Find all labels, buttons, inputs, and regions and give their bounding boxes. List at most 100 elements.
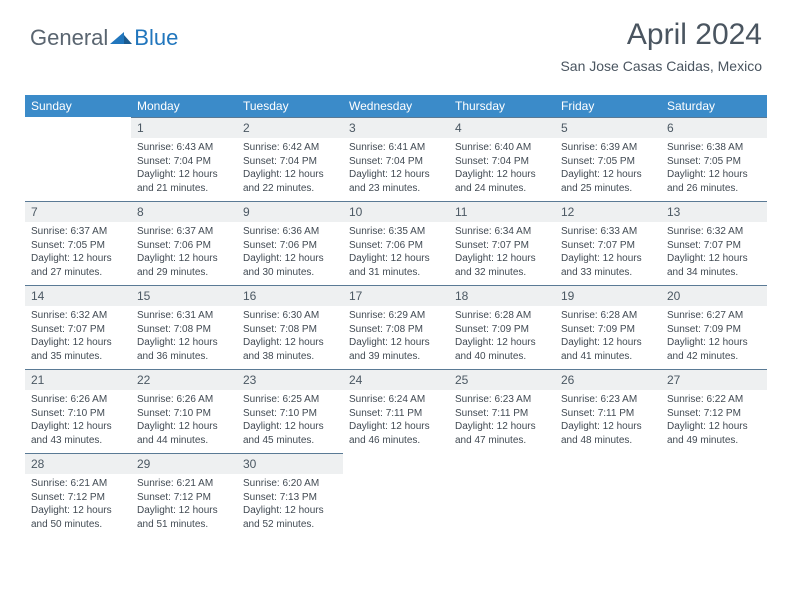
day-number: 5 bbox=[555, 117, 661, 138]
day-details: Sunrise: 6:25 AMSunset: 7:10 PMDaylight:… bbox=[237, 390, 343, 453]
dow-header: Sunday bbox=[25, 95, 131, 117]
day-cell: 17Sunrise: 6:29 AMSunset: 7:08 PMDayligh… bbox=[343, 285, 449, 369]
day-details: Sunrise: 6:21 AMSunset: 7:12 PMDaylight:… bbox=[25, 474, 131, 537]
day-cell: 24Sunrise: 6:24 AMSunset: 7:11 PMDayligh… bbox=[343, 369, 449, 453]
day-details: Sunrise: 6:28 AMSunset: 7:09 PMDaylight:… bbox=[449, 306, 555, 369]
day-details: Sunrise: 6:23 AMSunset: 7:11 PMDaylight:… bbox=[555, 390, 661, 453]
day-cell: 21Sunrise: 6:26 AMSunset: 7:10 PMDayligh… bbox=[25, 369, 131, 453]
day-details: Sunrise: 6:21 AMSunset: 7:12 PMDaylight:… bbox=[131, 474, 237, 537]
day-number: 4 bbox=[449, 117, 555, 138]
day-cell: 18Sunrise: 6:28 AMSunset: 7:09 PMDayligh… bbox=[449, 285, 555, 369]
day-number: 24 bbox=[343, 369, 449, 390]
calendar-body: 1Sunrise: 6:43 AMSunset: 7:04 PMDaylight… bbox=[25, 117, 767, 537]
day-number: 11 bbox=[449, 201, 555, 222]
day-details: Sunrise: 6:32 AMSunset: 7:07 PMDaylight:… bbox=[25, 306, 131, 369]
empty-cell bbox=[25, 117, 131, 201]
day-number: 28 bbox=[25, 453, 131, 474]
day-number: 9 bbox=[237, 201, 343, 222]
day-number: 14 bbox=[25, 285, 131, 306]
day-number: 1 bbox=[131, 117, 237, 138]
day-number: 20 bbox=[661, 285, 767, 306]
dow-header: Tuesday bbox=[237, 95, 343, 117]
dow-header: Friday bbox=[555, 95, 661, 117]
day-number: 12 bbox=[555, 201, 661, 222]
dow-header: Thursday bbox=[449, 95, 555, 117]
day-details: Sunrise: 6:26 AMSunset: 7:10 PMDaylight:… bbox=[25, 390, 131, 453]
dow-header: Monday bbox=[131, 95, 237, 117]
day-number: 25 bbox=[449, 369, 555, 390]
day-cell: 30Sunrise: 6:20 AMSunset: 7:13 PMDayligh… bbox=[237, 453, 343, 537]
day-number: 26 bbox=[555, 369, 661, 390]
day-cell: 6Sunrise: 6:38 AMSunset: 7:05 PMDaylight… bbox=[661, 117, 767, 201]
day-cell: 28Sunrise: 6:21 AMSunset: 7:12 PMDayligh… bbox=[25, 453, 131, 537]
day-details: Sunrise: 6:34 AMSunset: 7:07 PMDaylight:… bbox=[449, 222, 555, 285]
empty-cell bbox=[661, 453, 767, 537]
day-number: 16 bbox=[237, 285, 343, 306]
day-details: Sunrise: 6:23 AMSunset: 7:11 PMDaylight:… bbox=[449, 390, 555, 453]
day-cell: 27Sunrise: 6:22 AMSunset: 7:12 PMDayligh… bbox=[661, 369, 767, 453]
day-details: Sunrise: 6:40 AMSunset: 7:04 PMDaylight:… bbox=[449, 138, 555, 201]
day-number: 27 bbox=[661, 369, 767, 390]
day-details: Sunrise: 6:24 AMSunset: 7:11 PMDaylight:… bbox=[343, 390, 449, 453]
day-details: Sunrise: 6:33 AMSunset: 7:07 PMDaylight:… bbox=[555, 222, 661, 285]
day-number: 18 bbox=[449, 285, 555, 306]
month-title: April 2024 bbox=[560, 18, 762, 52]
logo: General Blue bbox=[30, 25, 178, 51]
day-number: 30 bbox=[237, 453, 343, 474]
day-cell: 19Sunrise: 6:28 AMSunset: 7:09 PMDayligh… bbox=[555, 285, 661, 369]
day-cell: 10Sunrise: 6:35 AMSunset: 7:06 PMDayligh… bbox=[343, 201, 449, 285]
day-details: Sunrise: 6:28 AMSunset: 7:09 PMDaylight:… bbox=[555, 306, 661, 369]
logo-text-general: General bbox=[30, 25, 108, 51]
dow-header: Saturday bbox=[661, 95, 767, 117]
day-details: Sunrise: 6:42 AMSunset: 7:04 PMDaylight:… bbox=[237, 138, 343, 201]
day-number: 2 bbox=[237, 117, 343, 138]
day-details: Sunrise: 6:22 AMSunset: 7:12 PMDaylight:… bbox=[661, 390, 767, 453]
triangle-icon bbox=[110, 29, 132, 47]
day-number: 3 bbox=[343, 117, 449, 138]
day-cell: 5Sunrise: 6:39 AMSunset: 7:05 PMDaylight… bbox=[555, 117, 661, 201]
day-cell: 25Sunrise: 6:23 AMSunset: 7:11 PMDayligh… bbox=[449, 369, 555, 453]
day-number: 13 bbox=[661, 201, 767, 222]
logo-text-blue: Blue bbox=[134, 25, 178, 51]
week-row: 14Sunrise: 6:32 AMSunset: 7:07 PMDayligh… bbox=[25, 285, 767, 369]
day-details: Sunrise: 6:27 AMSunset: 7:09 PMDaylight:… bbox=[661, 306, 767, 369]
day-details: Sunrise: 6:20 AMSunset: 7:13 PMDaylight:… bbox=[237, 474, 343, 537]
week-row: 28Sunrise: 6:21 AMSunset: 7:12 PMDayligh… bbox=[25, 453, 767, 537]
day-details: Sunrise: 6:37 AMSunset: 7:06 PMDaylight:… bbox=[131, 222, 237, 285]
day-details: Sunrise: 6:43 AMSunset: 7:04 PMDaylight:… bbox=[131, 138, 237, 201]
day-details: Sunrise: 6:26 AMSunset: 7:10 PMDaylight:… bbox=[131, 390, 237, 453]
day-details: Sunrise: 6:35 AMSunset: 7:06 PMDaylight:… bbox=[343, 222, 449, 285]
empty-cell bbox=[555, 453, 661, 537]
week-row: 1Sunrise: 6:43 AMSunset: 7:04 PMDaylight… bbox=[25, 117, 767, 201]
day-details: Sunrise: 6:30 AMSunset: 7:08 PMDaylight:… bbox=[237, 306, 343, 369]
day-cell: 7Sunrise: 6:37 AMSunset: 7:05 PMDaylight… bbox=[25, 201, 131, 285]
location-subtitle: San Jose Casas Caidas, Mexico bbox=[560, 58, 762, 74]
title-block: April 2024 San Jose Casas Caidas, Mexico bbox=[560, 18, 762, 74]
day-cell: 11Sunrise: 6:34 AMSunset: 7:07 PMDayligh… bbox=[449, 201, 555, 285]
day-number: 15 bbox=[131, 285, 237, 306]
day-cell: 26Sunrise: 6:23 AMSunset: 7:11 PMDayligh… bbox=[555, 369, 661, 453]
day-cell: 20Sunrise: 6:27 AMSunset: 7:09 PMDayligh… bbox=[661, 285, 767, 369]
day-cell: 23Sunrise: 6:25 AMSunset: 7:10 PMDayligh… bbox=[237, 369, 343, 453]
day-details: Sunrise: 6:38 AMSunset: 7:05 PMDaylight:… bbox=[661, 138, 767, 201]
day-details: Sunrise: 6:29 AMSunset: 7:08 PMDaylight:… bbox=[343, 306, 449, 369]
day-cell: 12Sunrise: 6:33 AMSunset: 7:07 PMDayligh… bbox=[555, 201, 661, 285]
day-details: Sunrise: 6:41 AMSunset: 7:04 PMDaylight:… bbox=[343, 138, 449, 201]
day-cell: 1Sunrise: 6:43 AMSunset: 7:04 PMDaylight… bbox=[131, 117, 237, 201]
day-cell: 22Sunrise: 6:26 AMSunset: 7:10 PMDayligh… bbox=[131, 369, 237, 453]
week-row: 21Sunrise: 6:26 AMSunset: 7:10 PMDayligh… bbox=[25, 369, 767, 453]
day-cell: 13Sunrise: 6:32 AMSunset: 7:07 PMDayligh… bbox=[661, 201, 767, 285]
day-cell: 15Sunrise: 6:31 AMSunset: 7:08 PMDayligh… bbox=[131, 285, 237, 369]
day-number: 21 bbox=[25, 369, 131, 390]
day-number: 8 bbox=[131, 201, 237, 222]
day-number: 6 bbox=[661, 117, 767, 138]
day-cell: 2Sunrise: 6:42 AMSunset: 7:04 PMDaylight… bbox=[237, 117, 343, 201]
day-cell: 8Sunrise: 6:37 AMSunset: 7:06 PMDaylight… bbox=[131, 201, 237, 285]
day-details: Sunrise: 6:32 AMSunset: 7:07 PMDaylight:… bbox=[661, 222, 767, 285]
day-number: 19 bbox=[555, 285, 661, 306]
day-number: 17 bbox=[343, 285, 449, 306]
day-details: Sunrise: 6:37 AMSunset: 7:05 PMDaylight:… bbox=[25, 222, 131, 285]
calendar-table: SundayMondayTuesdayWednesdayThursdayFrid… bbox=[25, 95, 767, 537]
day-cell: 14Sunrise: 6:32 AMSunset: 7:07 PMDayligh… bbox=[25, 285, 131, 369]
day-cell: 29Sunrise: 6:21 AMSunset: 7:12 PMDayligh… bbox=[131, 453, 237, 537]
